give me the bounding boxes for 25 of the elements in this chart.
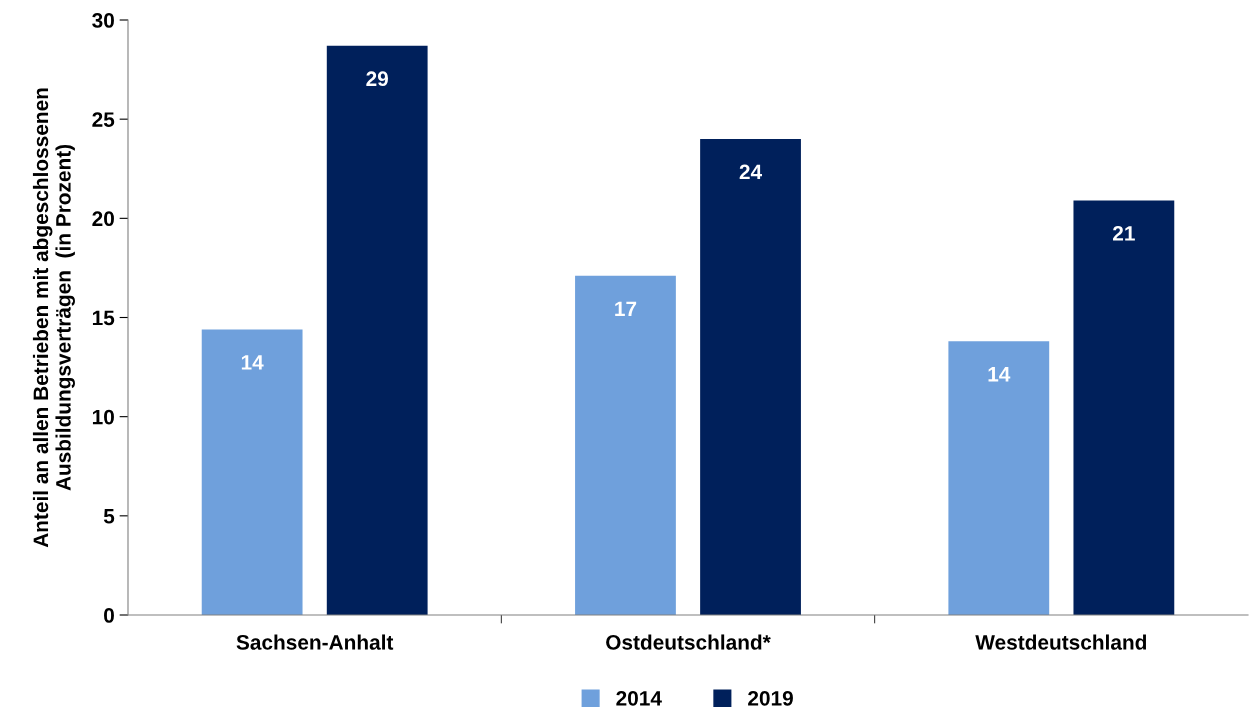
bar [948,341,1050,615]
bar [326,45,428,615]
y-tick-label: 25 [92,112,115,127]
y-tick-label: 10 [92,409,114,425]
data-label: 14 [988,367,1011,382]
y-tick-label: 15 [92,310,115,326]
bar [1073,200,1175,615]
y-tick-label: 5 [103,509,115,524]
data-label: 21 [1113,226,1135,241]
data-label: 24 [739,164,763,180]
y-tick-label: 0 [104,608,114,623]
legend-label: 2019 [748,690,793,706]
bar [201,329,303,615]
bar [575,275,676,615]
data-label: 17 [615,301,637,316]
data-label: 29 [366,71,389,87]
y-tick-label: 30 [92,13,114,28]
x-tick-label: Westdeutschland [975,634,1147,650]
legend-label: 2014 [616,690,662,706]
data-label: 14 [241,355,264,370]
bar [700,139,801,615]
x-tick-label: Sachsen-Anhalt [236,634,394,650]
x-tick-label: Ostdeutschland* [606,634,771,650]
y-tick-label: 20 [92,211,114,227]
y-axis-title: Anteil an allen Betrieben mit abgeschlossenen Ausbildungsverträgen (in Prozent) [32,88,75,548]
